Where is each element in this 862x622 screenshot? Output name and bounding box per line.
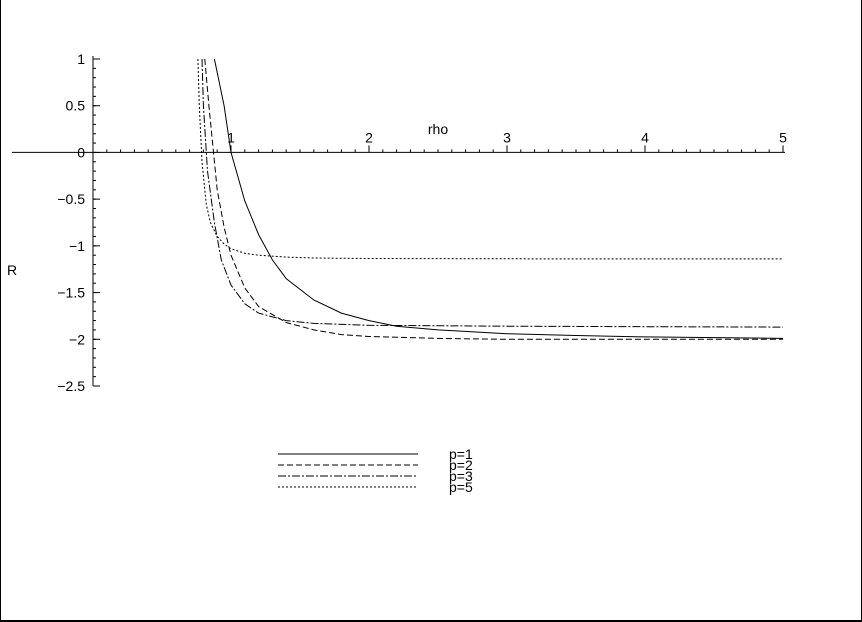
legend: p=1p=2p=3p=5: [278, 446, 473, 495]
x-tick-label: 4: [641, 129, 649, 145]
y-tick-label: −0.5: [57, 191, 85, 207]
legend-label-p-1: p=1: [449, 446, 473, 462]
legend-label-p-2: p=2: [449, 457, 473, 473]
y-tick-label: −2.5: [57, 378, 85, 394]
y-tick-label: 0: [77, 144, 85, 160]
y-tick-label: −1: [69, 238, 85, 254]
series-line-p-1: [213, 58, 784, 339]
legend-label-p-3: p=3: [449, 468, 473, 484]
y-tick-label: −1.5: [57, 285, 85, 301]
y-tick-label: 1: [77, 51, 85, 67]
x-tick-label: 2: [365, 129, 373, 145]
x-tick-label: 1: [227, 129, 235, 145]
major-ticks: [93, 58, 784, 387]
x-axis-label: rho: [428, 121, 448, 137]
y-tick-label: 0.5: [66, 98, 86, 114]
y-tick-label: −2: [69, 331, 85, 347]
series-line-p-3: [201, 58, 784, 328]
x-tick-label: 5: [779, 129, 787, 145]
series-line-p-5: [197, 58, 783, 260]
y-axis-label: R: [7, 262, 17, 278]
x-tick-label: 3: [503, 129, 511, 145]
legend-label-p-5: p=5: [449, 479, 473, 495]
tick-labels: 1 2 3 4 5 1 0.5 0 −0.5 −1 −1.5 −2 −2.5: [57, 51, 787, 394]
series-lines: [197, 58, 784, 340]
series-line-p-2: [204, 58, 783, 340]
axes: [12, 56, 785, 386]
